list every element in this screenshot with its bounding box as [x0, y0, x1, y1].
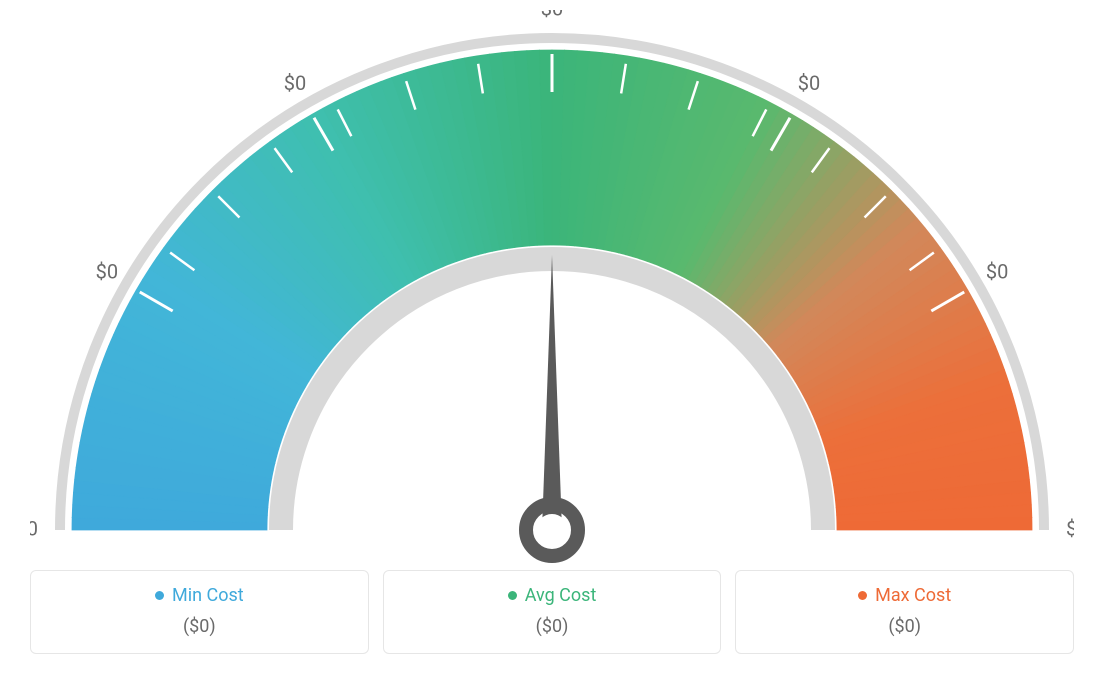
gauge-axis-label: $0	[986, 259, 1008, 283]
legend-value-max: ($0)	[752, 616, 1057, 637]
gauge-axis-label: $0	[541, 10, 563, 20]
legend-title-min: Min Cost	[47, 585, 352, 606]
cost-gauge-container: $0 $0 $0 $0 $0 $0 $0 Min Cost ($0) Avg Cost ($…	[0, 0, 1104, 690]
legend-label-max: Max Cost	[875, 585, 951, 606]
gauge-axis-label: $0	[798, 71, 820, 95]
legend-title-avg: Avg Cost	[400, 585, 705, 606]
gauge-axis-label: $0	[30, 516, 38, 540]
gauge-axis-label: $0	[96, 259, 118, 283]
gauge-svg-wrap: $0 $0 $0 $0 $0 $0 $0	[30, 10, 1074, 570]
legend-label-avg: Avg Cost	[525, 585, 597, 606]
legend-bullet-max	[858, 591, 867, 600]
gauge-needle	[542, 255, 562, 530]
gauge-svg: $0 $0 $0 $0 $0 $0 $0	[30, 10, 1074, 570]
gauge-axis-label: $0	[284, 71, 306, 95]
legend-card-max: Max Cost ($0)	[735, 570, 1074, 654]
legend-card-avg: Avg Cost ($0)	[383, 570, 722, 654]
legend-bullet-avg	[508, 591, 517, 600]
gauge-axis-label: $0	[1066, 516, 1074, 540]
legend-title-max: Max Cost	[752, 585, 1057, 606]
legend-bullet-min	[155, 591, 164, 600]
legend-row: Min Cost ($0) Avg Cost ($0) Max Cost ($0…	[30, 570, 1074, 654]
gauge-chart: $0 $0 $0 $0 $0 $0 $0	[30, 10, 1074, 570]
legend-label-min: Min Cost	[172, 585, 244, 606]
legend-value-min: ($0)	[47, 616, 352, 637]
legend-card-min: Min Cost ($0)	[30, 570, 369, 654]
legend-value-avg: ($0)	[400, 616, 705, 637]
